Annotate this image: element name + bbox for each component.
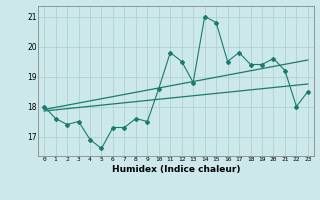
X-axis label: Humidex (Indice chaleur): Humidex (Indice chaleur) — [112, 165, 240, 174]
